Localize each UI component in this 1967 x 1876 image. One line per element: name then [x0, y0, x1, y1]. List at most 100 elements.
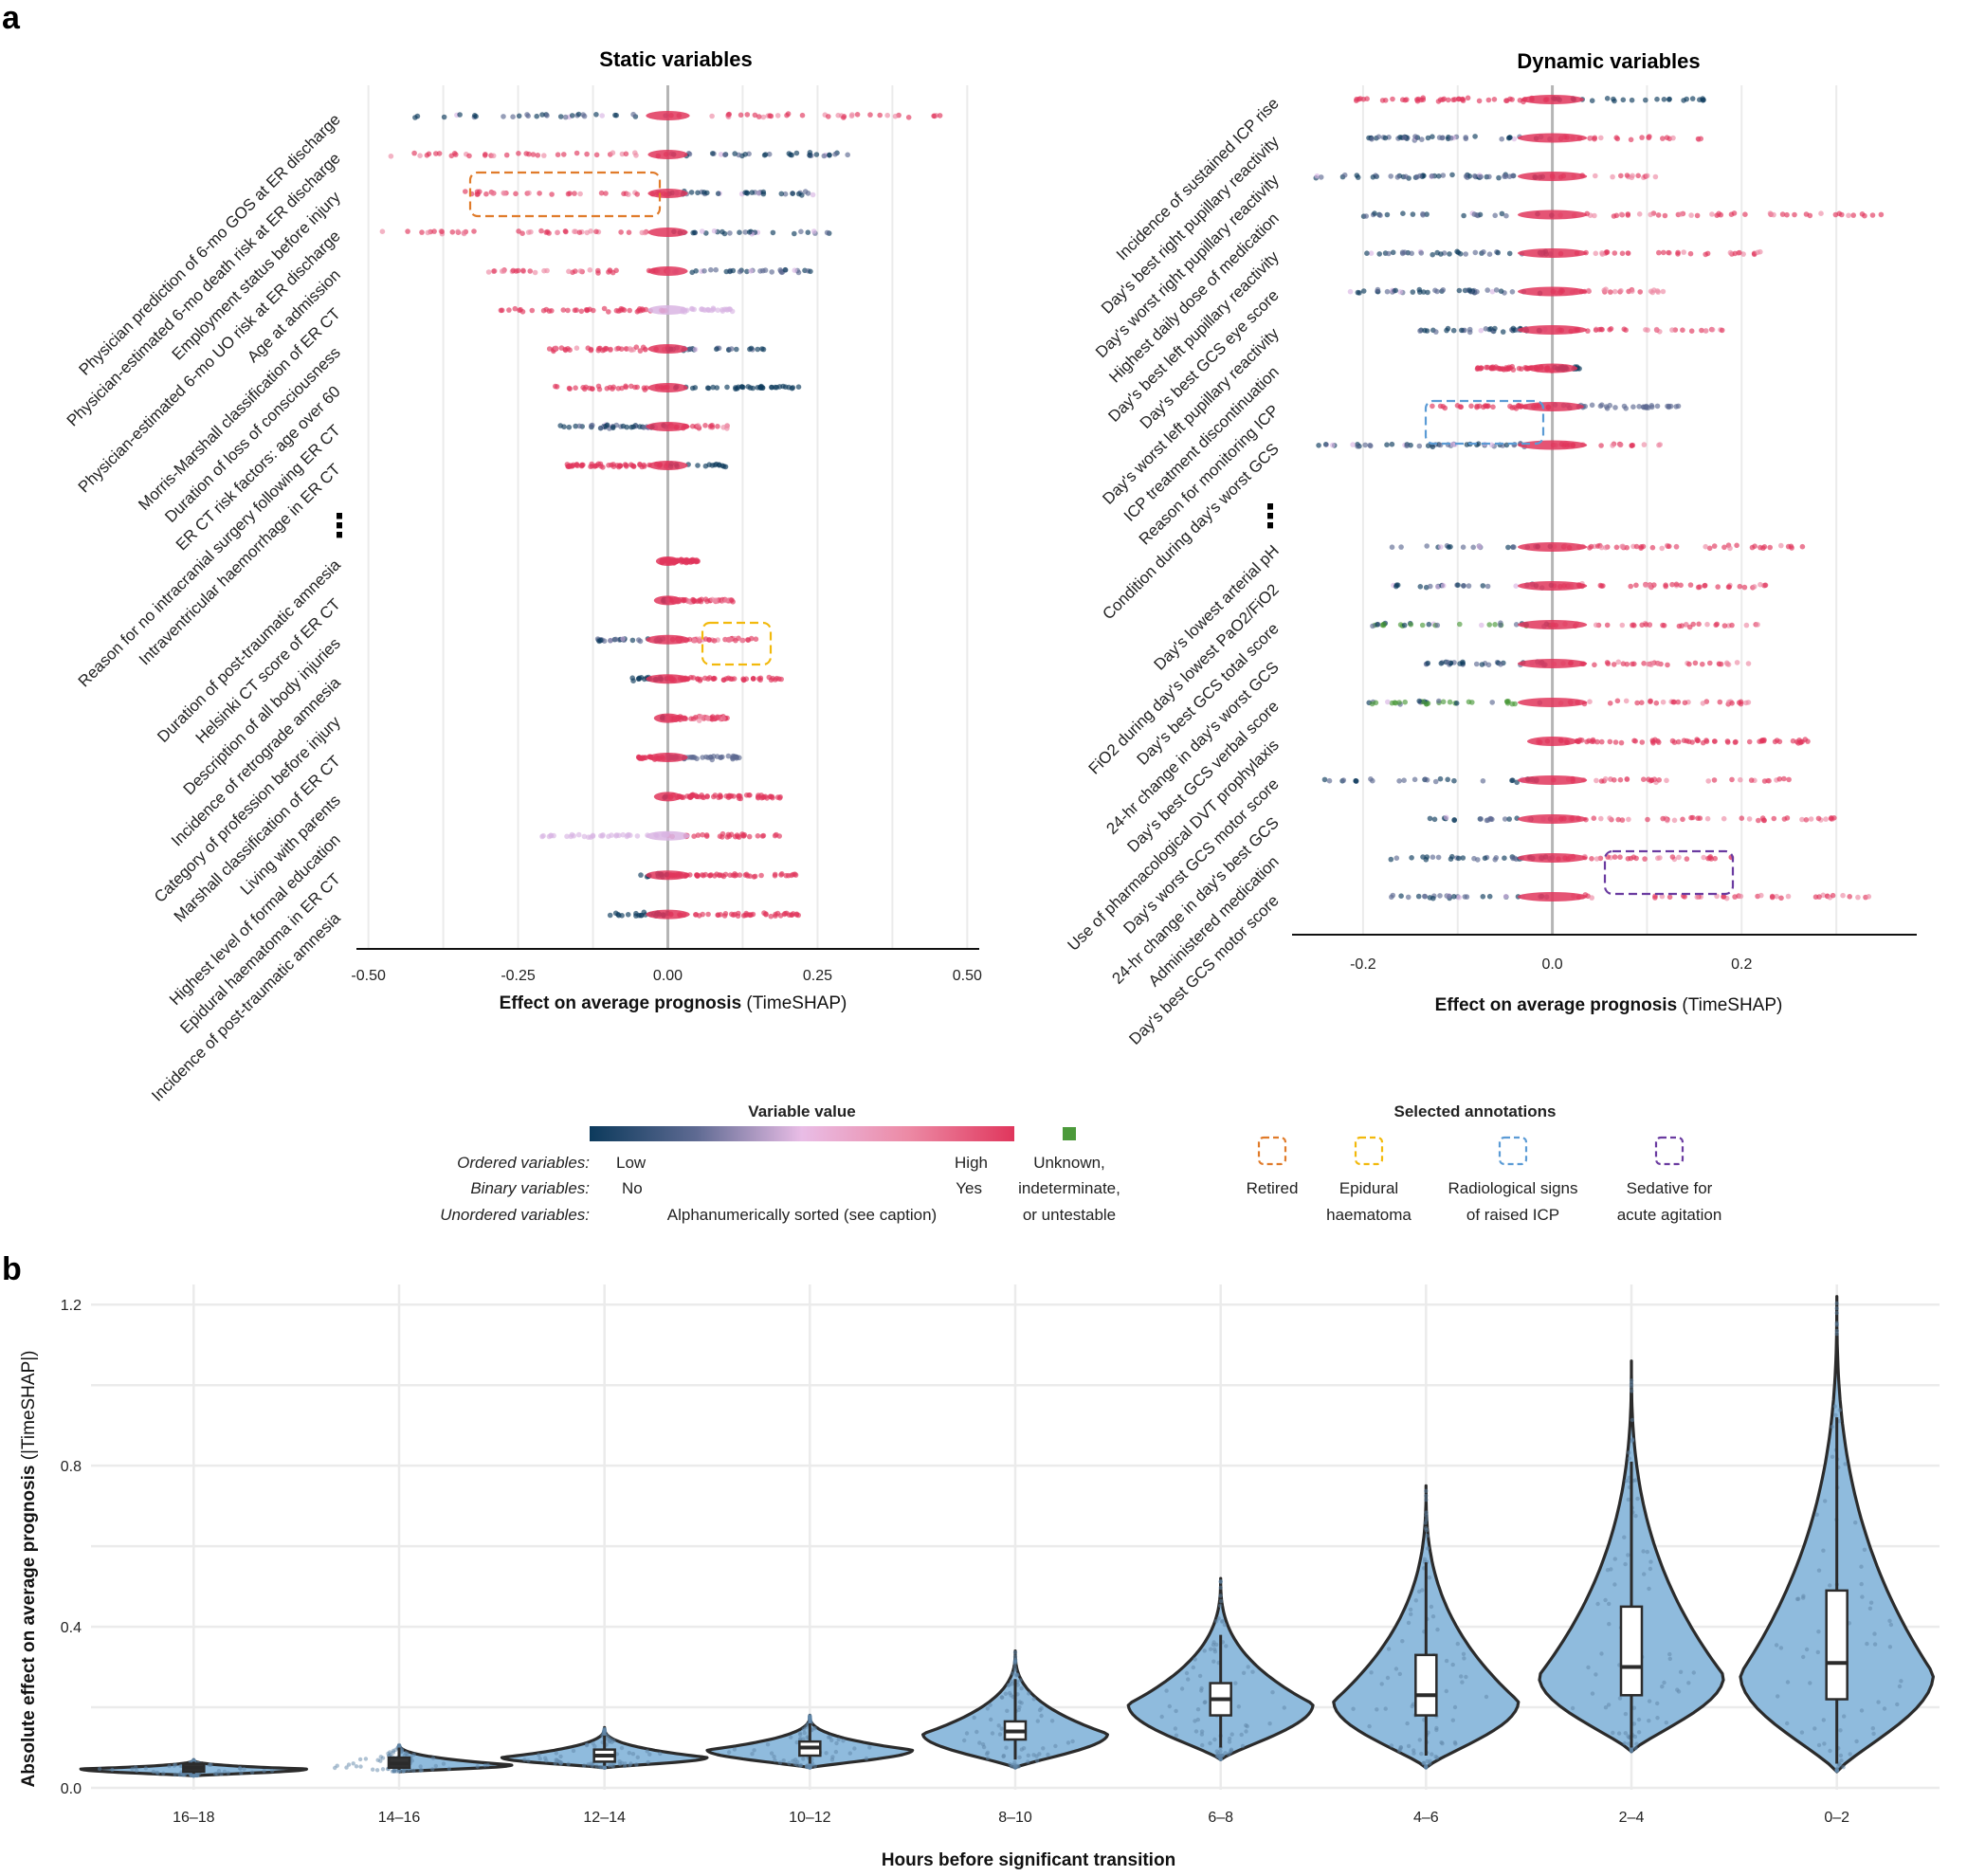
- beeswarm-point: [638, 675, 645, 681]
- violin-point: [962, 1738, 967, 1743]
- violin-x-tick: 6–8: [1208, 1810, 1233, 1826]
- beeswarm-point: [1612, 854, 1618, 860]
- beeswarm-point: [1479, 662, 1485, 667]
- beeswarm-point: [1703, 251, 1708, 258]
- beeswarm-point: [1771, 815, 1777, 822]
- beeswarm-point: [682, 597, 687, 604]
- beeswarm-point: [1474, 404, 1480, 410]
- dynamic-bottom-row: [1391, 580, 1769, 591]
- beeswarm-point: [566, 385, 573, 392]
- beeswarm-point: [1422, 776, 1429, 782]
- violin-point: [628, 1762, 632, 1768]
- violin-point: [1647, 1719, 1651, 1723]
- beeswarm-point: [711, 228, 718, 234]
- violin-4–6: [1332, 1484, 1521, 1770]
- violin-point: [401, 1769, 406, 1774]
- violin-point: [1776, 1694, 1780, 1699]
- beeswarm-point: [702, 675, 708, 682]
- violin-box: [1619, 1605, 1644, 1697]
- beeswarm-point: [1592, 212, 1597, 219]
- beeswarm-point: [1815, 815, 1822, 822]
- violin-point: [1895, 1702, 1900, 1707]
- violin-point: [864, 1756, 869, 1761]
- beeswarm-point: [448, 153, 455, 159]
- beeswarm-point: [1419, 622, 1426, 628]
- violin-point: [1386, 1647, 1392, 1651]
- beeswarm-point: [546, 346, 553, 352]
- beeswarm-point: [621, 191, 627, 197]
- beeswarm-point: [593, 112, 599, 118]
- violin-point: [1655, 1701, 1660, 1706]
- dynamic-gridlines: [1361, 85, 1838, 934]
- static-beeswarm: [379, 111, 943, 920]
- beeswarm-point: [457, 112, 463, 118]
- beeswarm-point: [782, 266, 789, 273]
- beeswarm-point: [1425, 135, 1431, 141]
- beeswarm-point: [1390, 249, 1396, 256]
- violin-point: [1034, 1754, 1039, 1758]
- beeswarm-point: [1490, 404, 1496, 410]
- beeswarm-point: [1471, 173, 1478, 179]
- beeswarm-point: [612, 112, 618, 118]
- beeswarm-point: [742, 190, 748, 195]
- beeswarm-point: [581, 833, 588, 840]
- beeswarm-point: [692, 638, 698, 644]
- beeswarm-core: [647, 383, 688, 392]
- beeswarm-point: [687, 794, 694, 800]
- violin-point: [1834, 1301, 1839, 1306]
- beeswarm-core: [646, 909, 690, 920]
- retired-annotation-box: [468, 171, 662, 218]
- beeswarm-point: [1767, 210, 1774, 216]
- epidural-annotation-box: [701, 621, 773, 666]
- beeswarm-point: [623, 463, 629, 468]
- beeswarm-point: [1611, 96, 1616, 102]
- beeswarm-point: [1607, 327, 1612, 333]
- violin-point: [485, 1762, 490, 1768]
- violin-point: [1633, 1478, 1638, 1483]
- beeswarm-point: [1486, 251, 1493, 258]
- dynamic-bottom-row: [1370, 620, 1760, 630]
- beeswarm-point: [1700, 661, 1705, 667]
- violin-point: [1626, 1741, 1631, 1746]
- beeswarm-point: [763, 912, 769, 918]
- beeswarm-point: [1748, 777, 1755, 783]
- beeswarm-point: [1655, 661, 1662, 666]
- violin-point: [646, 1759, 650, 1765]
- beeswarm-point: [1369, 137, 1375, 142]
- beeswarm-point: [1703, 328, 1709, 334]
- violin-point: [1808, 1681, 1812, 1685]
- beeswarm-point: [1666, 543, 1672, 550]
- beeswarm-point: [757, 675, 764, 682]
- beeswarm-point: [770, 229, 776, 236]
- beeswarm-point: [1745, 661, 1752, 666]
- beeswarm-point: [577, 191, 583, 197]
- violin-point: [1173, 1726, 1178, 1731]
- violin-point: [1435, 1627, 1440, 1632]
- violin-point: [1812, 1726, 1817, 1731]
- beeswarm-point: [744, 268, 750, 275]
- violin-point: [607, 1763, 611, 1768]
- beeswarm-point: [1367, 442, 1373, 448]
- beeswarm-point: [1389, 894, 1394, 901]
- beeswarm-point: [548, 832, 554, 838]
- dynamic-bottom-row: [1423, 659, 1752, 668]
- beeswarm-point: [1597, 403, 1604, 410]
- violin-point: [1872, 1631, 1877, 1636]
- beeswarm-point: [1729, 701, 1735, 706]
- violin-point: [1631, 1721, 1637, 1726]
- legend-unordered-text: Alphanumerically sorted (see caption): [667, 1206, 937, 1224]
- beeswarm-point: [1430, 895, 1436, 902]
- beeswarm-point: [1506, 173, 1513, 179]
- beeswarm-point: [1368, 776, 1374, 782]
- violin-point: [798, 1763, 804, 1768]
- beeswarm-core: [1518, 286, 1588, 297]
- beeswarm-point: [725, 675, 732, 682]
- beeswarm-point: [1654, 96, 1660, 102]
- beeswarm-core: [646, 674, 690, 684]
- beeswarm-core: [1518, 133, 1588, 143]
- beeswarm-point: [1416, 286, 1423, 293]
- beeswarm-point: [1607, 701, 1613, 706]
- violin-point: [238, 1766, 243, 1772]
- variable-value-legend: Variable value Ordered variables: Low Hi…: [440, 1102, 1120, 1224]
- beeswarm-point: [1624, 173, 1630, 178]
